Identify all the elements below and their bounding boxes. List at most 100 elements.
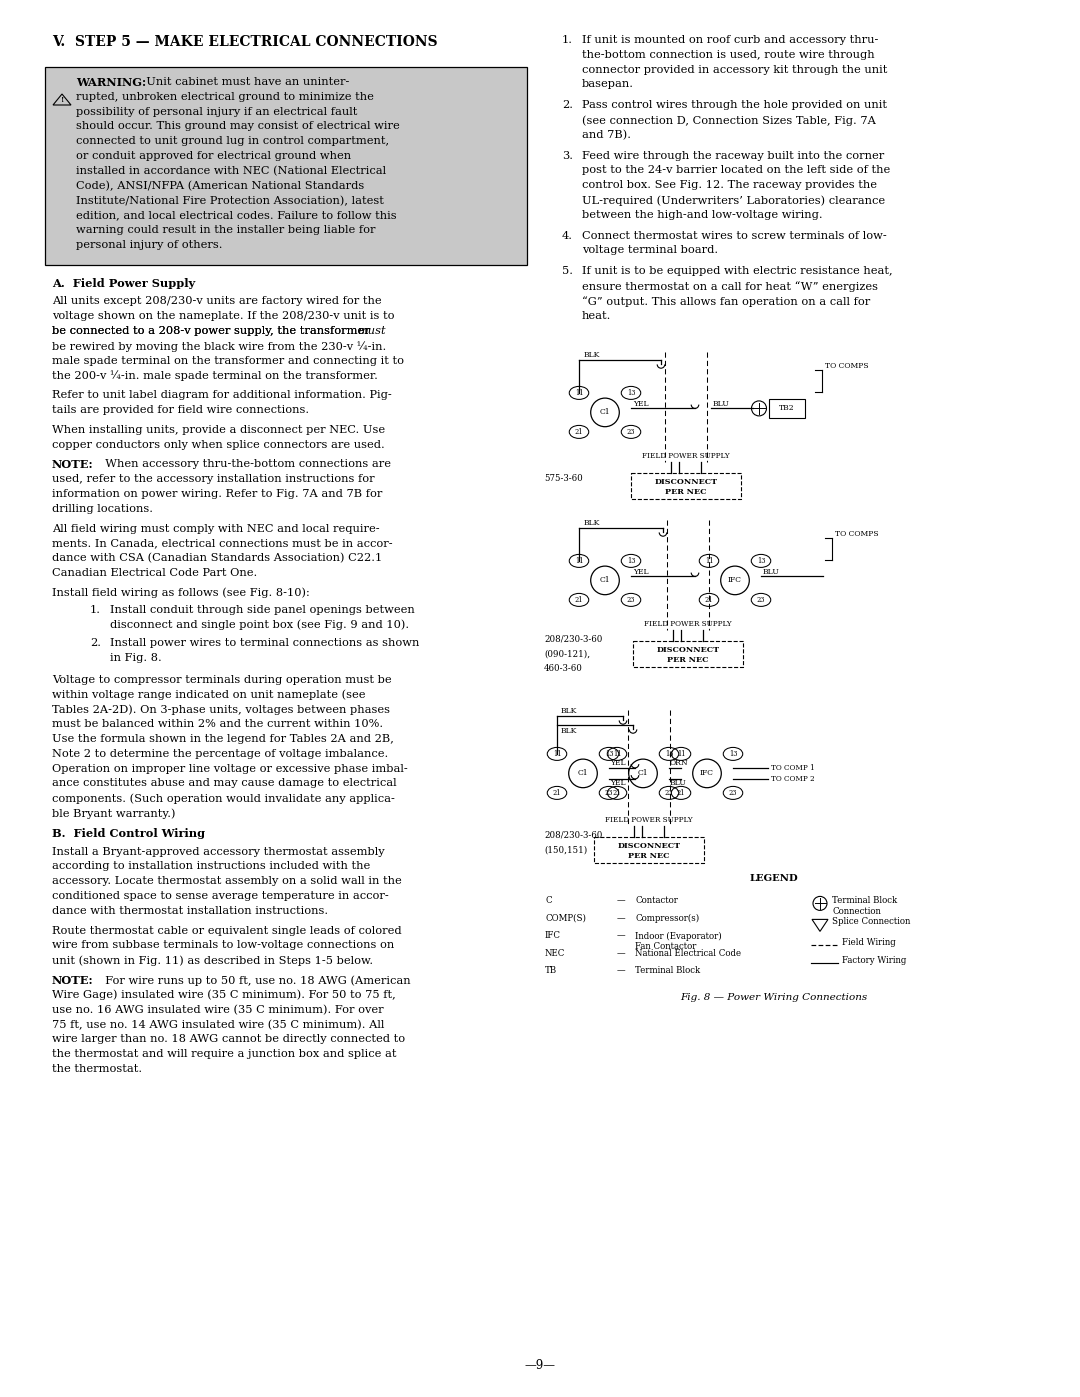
Text: 23: 23 xyxy=(626,597,635,604)
Text: YEL: YEL xyxy=(633,569,648,576)
Text: WARNING:: WARNING: xyxy=(76,77,146,88)
Text: should occur. This ground may consist of electrical wire: should occur. This ground may consist of… xyxy=(76,122,400,131)
Text: BLK: BLK xyxy=(584,520,600,528)
Text: —: — xyxy=(617,897,625,905)
Text: Install conduit through side panel openings between: Install conduit through side panel openi… xyxy=(110,605,415,615)
Text: control box. See Fig. 12. The raceway provides the: control box. See Fig. 12. The raceway pr… xyxy=(582,180,877,190)
Text: rupted, unbroken electrical ground to minimize the: rupted, unbroken electrical ground to mi… xyxy=(76,92,374,102)
Text: If unit is mounted on roof curb and accessory thru-: If unit is mounted on roof curb and acce… xyxy=(582,35,878,45)
Text: FIELD POWER SUPPLY: FIELD POWER SUPPLY xyxy=(643,453,730,461)
Text: male spade terminal on the transformer and connecting it to: male spade terminal on the transformer a… xyxy=(52,356,404,366)
Text: components. (Such operation would invalidate any applica-: components. (Such operation would invali… xyxy=(52,793,395,803)
Text: in Fig. 8.: in Fig. 8. xyxy=(110,652,162,664)
Text: BLU: BLU xyxy=(762,569,780,576)
Bar xyxy=(769,400,805,418)
Text: must: must xyxy=(357,326,386,337)
Text: or conduit approved for electrical ground when: or conduit approved for electrical groun… xyxy=(76,151,351,161)
Text: FIELD POWER SUPPLY: FIELD POWER SUPPLY xyxy=(644,620,732,629)
Text: 23: 23 xyxy=(665,789,673,796)
Text: C1: C1 xyxy=(637,770,648,777)
Text: All field wiring must comply with NEC and local require-: All field wiring must comply with NEC an… xyxy=(52,524,380,534)
Text: Wire Gage) insulated wire (35 C minimum). For 50 to 75 ft,: Wire Gage) insulated wire (35 C minimum)… xyxy=(52,990,395,1000)
Text: V.  STEP 5 — MAKE ELECTRICAL CONNECTIONS: V. STEP 5 — MAKE ELECTRICAL CONNECTIONS xyxy=(52,35,437,49)
Text: ments. In Canada, electrical connections must be in accor-: ments. In Canada, electrical connections… xyxy=(52,538,393,549)
Text: 575-3-60: 575-3-60 xyxy=(544,474,583,483)
Text: 23: 23 xyxy=(729,789,738,796)
Text: B.  Field Control Wiring: B. Field Control Wiring xyxy=(52,828,205,838)
Text: unit (shown in Fig. 11) as described in Steps 1-5 below.: unit (shown in Fig. 11) as described in … xyxy=(52,956,373,965)
Text: BLK: BLK xyxy=(584,352,600,359)
Text: Install a Bryant-approved accessory thermostat assembly: Install a Bryant-approved accessory ther… xyxy=(52,847,384,856)
Text: YEL: YEL xyxy=(633,400,648,408)
Text: 4.: 4. xyxy=(562,231,573,240)
Text: 5.: 5. xyxy=(562,267,573,277)
Text: dance with CSA (Canadian Standards Association) C22.1: dance with CSA (Canadian Standards Assoc… xyxy=(52,553,382,563)
Text: IFC: IFC xyxy=(545,932,561,940)
Text: 21: 21 xyxy=(705,597,713,604)
Text: 3.: 3. xyxy=(562,151,573,161)
Text: A.  Field Power Supply: A. Field Power Supply xyxy=(52,278,195,289)
Text: copper conductors only when splice connectors are used.: copper conductors only when splice conne… xyxy=(52,440,384,450)
Text: PER NEC: PER NEC xyxy=(629,852,670,861)
Text: BLK: BLK xyxy=(561,707,578,715)
Text: wire from subbase terminals to low-voltage connections on: wire from subbase terminals to low-volta… xyxy=(52,940,394,950)
Text: IFC: IFC xyxy=(728,577,742,584)
Text: 13: 13 xyxy=(626,388,635,397)
Text: PER NEC: PER NEC xyxy=(665,488,706,496)
Text: 2.: 2. xyxy=(90,638,102,648)
Text: Use the formula shown in the legend for Tables 2A and 2B,: Use the formula shown in the legend for … xyxy=(52,733,394,745)
Text: ensure thermostat on a call for heat “W” energizes: ensure thermostat on a call for heat “W”… xyxy=(582,281,878,292)
Text: 208/230-3-60: 208/230-3-60 xyxy=(544,830,603,840)
Text: Code), ANSI/NFPA (American National Standards: Code), ANSI/NFPA (American National Stan… xyxy=(76,180,364,191)
Text: ble Bryant warranty.): ble Bryant warranty.) xyxy=(52,807,175,819)
Text: 21: 21 xyxy=(677,789,685,796)
Text: be connected to a 208-v power supply, the transformer: be connected to a 208-v power supply, th… xyxy=(52,326,374,337)
Text: —: — xyxy=(617,949,625,958)
Text: C1: C1 xyxy=(578,770,589,777)
Text: YEL: YEL xyxy=(610,759,625,767)
Text: LEGEND: LEGEND xyxy=(750,875,798,883)
Text: Fan Contactor: Fan Contactor xyxy=(635,942,697,951)
Bar xyxy=(633,641,743,668)
Text: 75 ft, use no. 14 AWG insulated wire (35 C minimum). All: 75 ft, use no. 14 AWG insulated wire (35… xyxy=(52,1020,384,1030)
Text: C: C xyxy=(545,897,552,905)
Text: Voltage to compressor terminals during operation must be: Voltage to compressor terminals during o… xyxy=(52,675,392,685)
Text: personal injury of others.: personal injury of others. xyxy=(76,240,222,250)
Text: the thermostat and will require a junction box and splice at: the thermostat and will require a juncti… xyxy=(52,1049,396,1059)
Text: 11: 11 xyxy=(575,557,583,564)
Text: BLK: BLK xyxy=(561,728,578,735)
Text: heat.: heat. xyxy=(582,310,611,320)
Text: 23: 23 xyxy=(757,597,766,604)
Text: Field Wiring: Field Wiring xyxy=(842,939,895,947)
Text: Compressor(s): Compressor(s) xyxy=(635,914,699,923)
Text: 460-3-60: 460-3-60 xyxy=(544,664,583,673)
Text: 13: 13 xyxy=(626,557,635,564)
Text: Operation on improper line voltage or excessive phase imbal-: Operation on improper line voltage or ex… xyxy=(52,764,408,774)
Text: 13: 13 xyxy=(665,750,673,759)
Text: BLU: BLU xyxy=(713,400,730,408)
Text: be connected to a 208-v power supply, the transformer: be connected to a 208-v power supply, th… xyxy=(52,326,374,337)
Text: Install field wiring as follows (see Fig. 8-10):: Install field wiring as follows (see Fig… xyxy=(52,588,310,598)
Text: —: — xyxy=(617,914,625,923)
Text: warning could result in the installer being liable for: warning could result in the installer be… xyxy=(76,225,376,235)
Text: drilling locations.: drilling locations. xyxy=(52,504,153,514)
Text: the thermostat.: the thermostat. xyxy=(52,1063,143,1074)
Text: must be balanced within 2% and the current within 10%.: must be balanced within 2% and the curre… xyxy=(52,719,383,729)
Text: 21: 21 xyxy=(553,789,562,796)
Text: Route thermostat cable or equivalent single leads of colored: Route thermostat cable or equivalent sin… xyxy=(52,926,402,936)
Text: 11: 11 xyxy=(705,557,713,564)
Text: be rewired by moving the black wire from the 230-v ¼-in.: be rewired by moving the black wire from… xyxy=(52,341,387,352)
Text: Fig. 8 — Power Wiring Connections: Fig. 8 — Power Wiring Connections xyxy=(680,993,867,1002)
Text: Splice Connection: Splice Connection xyxy=(832,918,910,926)
Text: (see connection D, Connection Sizes Table, Fig. 7A: (see connection D, Connection Sizes Tabl… xyxy=(582,115,876,126)
Text: Unit cabinet must have an uninter-: Unit cabinet must have an uninter- xyxy=(139,77,349,87)
Text: DISCONNECT: DISCONNECT xyxy=(618,842,680,849)
Text: voltage shown on the nameplate. If the 208/230-v unit is to: voltage shown on the nameplate. If the 2… xyxy=(52,312,394,321)
Text: Feed wire through the raceway built into the corner: Feed wire through the raceway built into… xyxy=(582,151,885,161)
Text: the 200-v ¼-in. male spade terminal on the transformer.: the 200-v ¼-in. male spade terminal on t… xyxy=(52,370,378,381)
Text: NEC: NEC xyxy=(545,949,565,958)
Text: and 7B).: and 7B). xyxy=(582,130,631,140)
Text: —: — xyxy=(617,967,625,975)
Text: conditioned space to sense average temperature in accor-: conditioned space to sense average tempe… xyxy=(52,891,389,901)
Text: DISCONNECT: DISCONNECT xyxy=(654,478,717,486)
